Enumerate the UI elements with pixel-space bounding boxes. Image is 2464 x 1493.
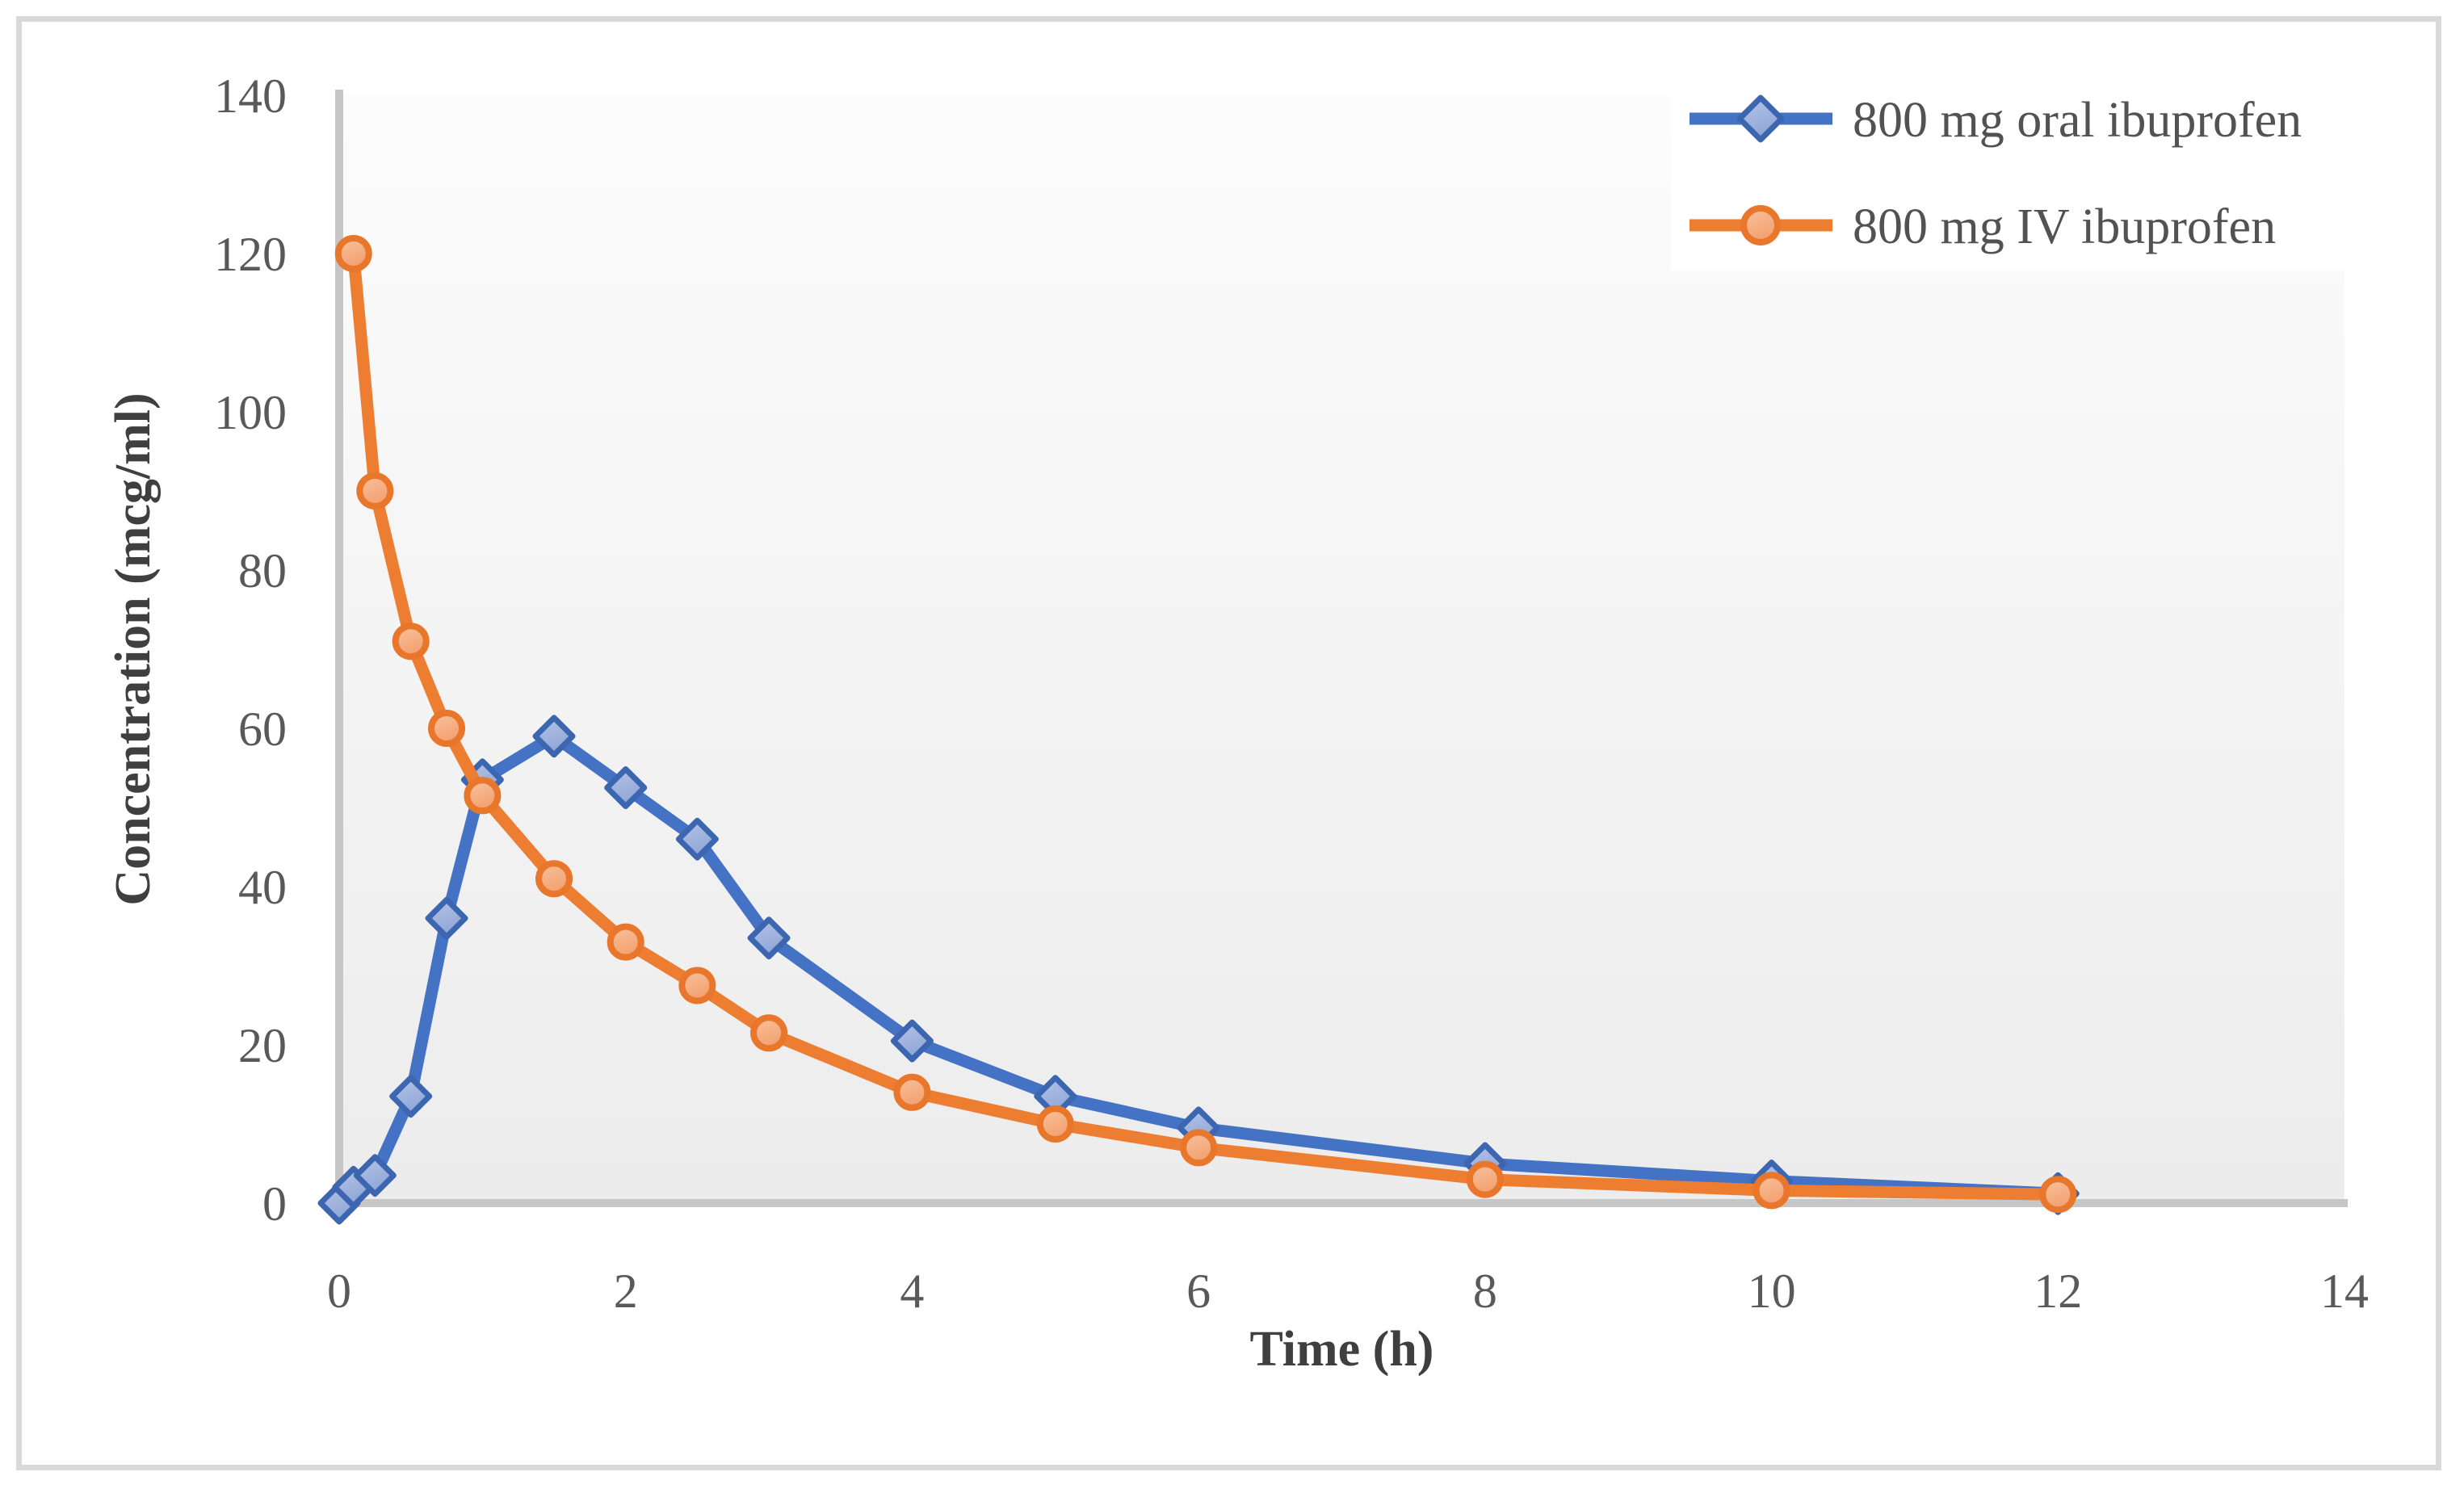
y-tick-label-100: 100 <box>214 386 287 439</box>
legend-label-iv: 800 mg IV ibuprofen <box>1853 199 2276 254</box>
data-marker-iv-t1 <box>464 777 502 815</box>
legend-item-iv: 800 mg IV ibuprofen <box>1690 199 2276 254</box>
y-tick-label-140: 140 <box>214 69 287 123</box>
data-marker-oral-t0.25 <box>353 1154 397 1197</box>
x-tick-label-12: 12 <box>2034 1264 2082 1318</box>
data-marker-oral-t1.5 <box>532 715 576 758</box>
x-tick-label-10: 10 <box>1748 1264 1796 1318</box>
data-marker-oral-t3 <box>747 916 791 960</box>
data-marker-oral-t0.75 <box>425 896 468 940</box>
x-tick-label-0: 0 <box>327 1264 351 1318</box>
data-marker-iv-t6 <box>1180 1129 1218 1167</box>
series-line-oral <box>333 730 2064 1210</box>
y-tick-label-120: 120 <box>214 228 287 281</box>
data-marker-iv-t8 <box>1466 1160 1504 1198</box>
data-marker-iv-t0.25 <box>356 472 394 510</box>
data-marker-oral-t4 <box>890 1019 934 1063</box>
legend-circle-marker <box>1740 205 1781 245</box>
legend-label-oral: 800 mg oral ibuprofen <box>1853 93 2302 148</box>
legend-diamond-marker <box>1736 94 1785 143</box>
x-axis-title: Time (h) <box>1250 1322 1434 1377</box>
data-marker-iv-t0.1 <box>334 235 372 272</box>
y-tick-label-20: 20 <box>238 1019 287 1072</box>
x-tick-label-6: 6 <box>1186 1264 1211 1318</box>
legend: 800 mg oral ibuprofen 800 mg IV ibuprofen <box>1671 77 2394 271</box>
x-tick-label-2: 2 <box>614 1264 638 1318</box>
pk-line-chart: 0 20 40 60 80 100 120 140 0 2 4 6 8 10 12 14 Concentrati… <box>106 69 2394 1377</box>
plot-area <box>339 95 2344 1203</box>
data-marker-oral-t0.5 <box>389 1075 433 1118</box>
x-tick-label-14: 14 <box>2320 1264 2369 1318</box>
x-tick-label-8: 8 <box>1473 1264 1497 1318</box>
data-marker-iv-t2 <box>607 923 644 961</box>
data-marker-iv-t5 <box>1036 1105 1074 1143</box>
legend-item-oral: 800 mg oral ibuprofen <box>1690 93 2302 148</box>
y-tick-label-80: 80 <box>238 544 287 598</box>
data-marker-iv-t3 <box>750 1014 788 1052</box>
data-marker-iv-t12 <box>2039 1176 2077 1214</box>
data-marker-iv-t0.75 <box>428 710 466 747</box>
data-marker-iv-t2.5 <box>678 967 716 1004</box>
data-marker-oral-t2.5 <box>675 817 719 861</box>
data-marker-iv-t0.5 <box>392 623 430 661</box>
data-marker-iv-t4 <box>893 1073 931 1111</box>
chart-frame: 0 20 40 60 80 100 120 140 0 2 4 6 8 10 12 14 Concentrati… <box>16 16 2441 1470</box>
y-axis-title: Concentration (mcg/ml) <box>106 392 161 905</box>
y-tick-label-0: 0 <box>262 1177 287 1231</box>
data-marker-iv-t10 <box>1753 1172 1790 1210</box>
series-iv <box>334 235 2077 1214</box>
y-tick-label-60: 60 <box>238 702 287 756</box>
x-tick-label-4: 4 <box>900 1264 924 1318</box>
y-tick-label-40: 40 <box>238 861 287 914</box>
data-marker-iv-t1.5 <box>535 860 573 898</box>
data-marker-oral-t2 <box>604 766 648 809</box>
legend-bg <box>1671 77 2394 271</box>
